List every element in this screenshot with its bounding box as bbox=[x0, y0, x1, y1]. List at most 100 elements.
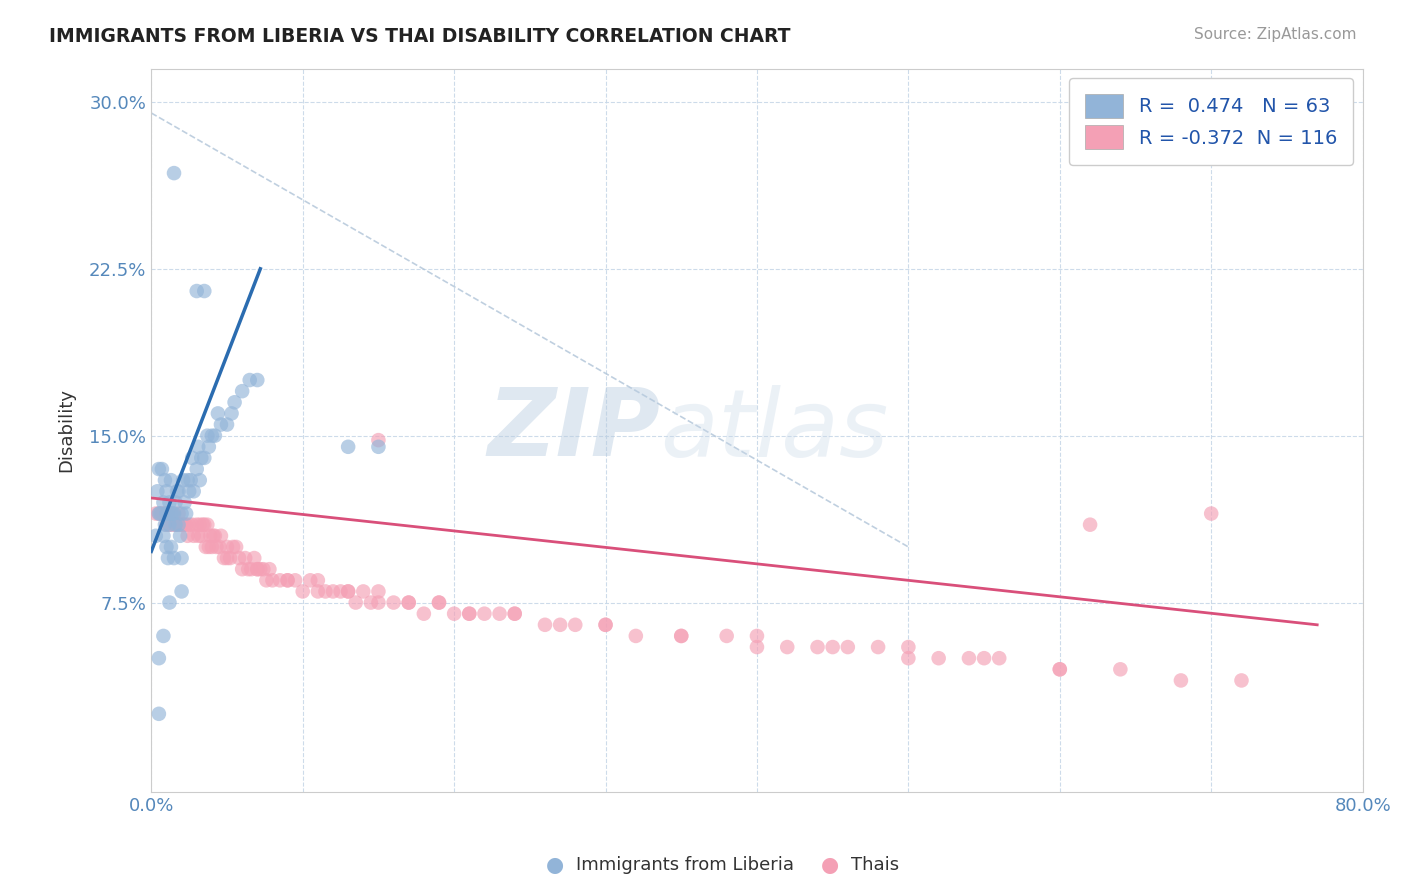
Point bbox=[534, 617, 557, 632]
Text: Thais: Thais bbox=[851, 856, 898, 874]
Point bbox=[269, 574, 291, 588]
Point bbox=[153, 517, 176, 532]
Point bbox=[398, 596, 420, 610]
Point bbox=[1049, 662, 1071, 676]
Point bbox=[238, 562, 260, 576]
Point bbox=[160, 540, 183, 554]
Point bbox=[186, 284, 208, 298]
Point bbox=[745, 629, 768, 643]
Point bbox=[307, 584, 329, 599]
Point bbox=[231, 384, 253, 399]
Point bbox=[246, 562, 269, 576]
Point bbox=[252, 562, 274, 576]
Point bbox=[367, 433, 389, 447]
Point bbox=[1049, 662, 1071, 676]
Point bbox=[201, 540, 224, 554]
Point bbox=[337, 584, 360, 599]
Point bbox=[231, 562, 253, 576]
Point bbox=[148, 507, 170, 521]
Point bbox=[284, 574, 307, 588]
Point bbox=[176, 473, 198, 487]
Point bbox=[159, 596, 181, 610]
Point bbox=[165, 517, 187, 532]
Point bbox=[202, 529, 225, 543]
Point bbox=[225, 540, 247, 554]
Point bbox=[262, 574, 284, 588]
Point bbox=[344, 596, 367, 610]
Point bbox=[181, 450, 204, 465]
Point bbox=[215, 540, 238, 554]
Point bbox=[329, 584, 352, 599]
Point bbox=[174, 517, 197, 532]
Text: ●: ● bbox=[821, 855, 838, 875]
Point bbox=[163, 507, 186, 521]
Point bbox=[160, 473, 183, 487]
Point bbox=[277, 574, 299, 588]
Point bbox=[155, 517, 177, 532]
Point bbox=[897, 651, 920, 665]
Point bbox=[159, 517, 181, 532]
Point bbox=[474, 607, 496, 621]
Point bbox=[458, 607, 481, 621]
Point bbox=[215, 417, 238, 432]
Point bbox=[167, 484, 190, 499]
Point bbox=[159, 495, 181, 509]
Point bbox=[150, 507, 173, 521]
Point bbox=[671, 629, 693, 643]
Point bbox=[208, 540, 231, 554]
Point bbox=[162, 517, 184, 532]
Point bbox=[163, 551, 186, 566]
Text: IMMIGRANTS FROM LIBERIA VS THAI DISABILITY CORRELATION CHART: IMMIGRANTS FROM LIBERIA VS THAI DISABILI… bbox=[49, 27, 790, 45]
Point bbox=[307, 574, 329, 588]
Point bbox=[191, 517, 214, 532]
Point bbox=[243, 551, 266, 566]
Point bbox=[246, 562, 269, 576]
Point bbox=[314, 584, 336, 599]
Point bbox=[159, 517, 181, 532]
Point bbox=[173, 517, 195, 532]
Point bbox=[160, 507, 183, 521]
Point bbox=[166, 484, 188, 499]
Point bbox=[169, 517, 191, 532]
Point bbox=[179, 484, 201, 499]
Point bbox=[186, 517, 208, 532]
Point bbox=[172, 517, 194, 532]
Point bbox=[180, 473, 202, 487]
Point bbox=[367, 440, 389, 454]
Point bbox=[1170, 673, 1192, 688]
Point bbox=[193, 517, 215, 532]
Point bbox=[187, 440, 209, 454]
Point bbox=[160, 507, 183, 521]
Point bbox=[249, 562, 271, 576]
Point bbox=[322, 584, 344, 599]
Point bbox=[150, 462, 173, 476]
Point bbox=[671, 629, 693, 643]
Point bbox=[155, 507, 177, 521]
Point bbox=[240, 562, 263, 576]
Text: Source: ZipAtlas.com: Source: ZipAtlas.com bbox=[1194, 27, 1357, 42]
Point bbox=[148, 651, 170, 665]
Point bbox=[148, 507, 170, 521]
Point bbox=[595, 617, 617, 632]
Point bbox=[170, 507, 193, 521]
Point bbox=[458, 607, 481, 621]
Point bbox=[148, 706, 170, 721]
Point bbox=[988, 651, 1011, 665]
Point bbox=[152, 629, 174, 643]
Point bbox=[337, 440, 360, 454]
Point bbox=[204, 428, 226, 442]
Point bbox=[145, 529, 167, 543]
Point bbox=[165, 517, 187, 532]
Point bbox=[209, 529, 232, 543]
Point bbox=[207, 406, 229, 420]
Point bbox=[145, 507, 167, 521]
Point bbox=[564, 617, 586, 632]
Point bbox=[215, 551, 238, 566]
Point bbox=[239, 373, 262, 387]
Point bbox=[233, 551, 256, 566]
Point bbox=[170, 584, 193, 599]
Point bbox=[198, 440, 221, 454]
Point bbox=[176, 529, 198, 543]
Point bbox=[1230, 673, 1253, 688]
Point bbox=[156, 551, 179, 566]
